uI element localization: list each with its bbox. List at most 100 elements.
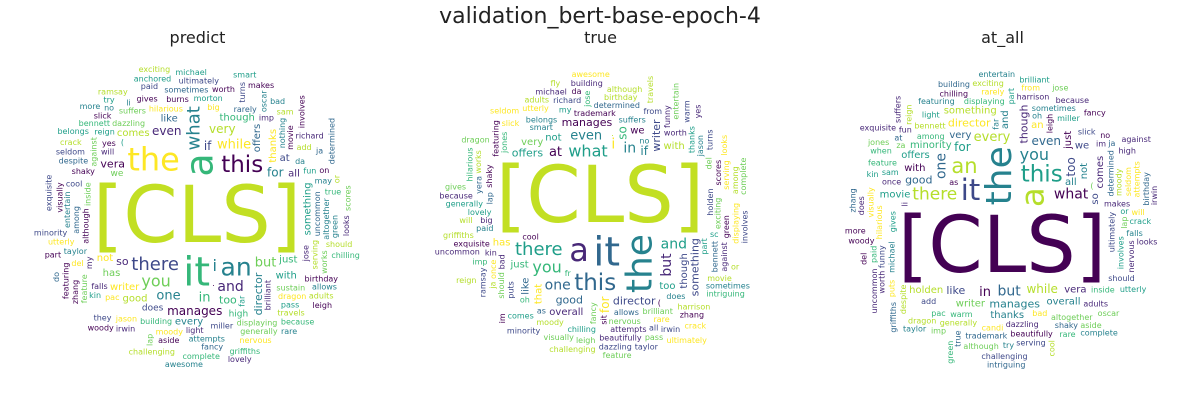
word-predict-106: sam (277, 108, 294, 117)
panel-title-predict: predict (169, 28, 226, 47)
word-true-8: in (623, 141, 636, 157)
word-true-120: seldom (490, 106, 519, 115)
word-predict-72: pac (105, 293, 119, 302)
word-predict-109: travels (277, 308, 304, 317)
word-at-all-118: rare (1059, 330, 1075, 339)
word-predict-110: ultimately (179, 76, 220, 85)
wordcloud-predict: [CLS] it a the an this there what you i and while bu… (25, 46, 370, 386)
word-at-all-92: should (1108, 274, 1135, 283)
word-at-all-34: overall (1047, 296, 1081, 307)
word-true-45: worth (664, 128, 687, 137)
word-true-40: nervous (609, 317, 641, 326)
word-at-all-143: ( (1090, 181, 1093, 190)
word-true-104: dazzling (599, 343, 632, 352)
word-true-60: shaky (485, 164, 494, 187)
word-predict-8: you (141, 272, 170, 291)
word-at-all-91: although (963, 342, 998, 351)
word-at-all-124: looks (1137, 237, 1158, 246)
word-at-all-6: there (912, 185, 957, 205)
panel-title-true: true (584, 28, 617, 47)
word-true-34: like (520, 278, 531, 295)
word-predict-66: burns (166, 95, 189, 104)
word-true-66: cool (522, 233, 538, 242)
word-at-all-18: like (946, 284, 965, 297)
word-predict-131: anchored (134, 74, 171, 83)
word-at-all-67: pac (931, 309, 945, 318)
word-true-134: no (639, 137, 649, 146)
word-true-85: generally (446, 199, 484, 208)
word-at-all-139: taylor (903, 325, 927, 334)
word-true-10: one (545, 277, 571, 293)
word-true-83: jason (696, 135, 705, 157)
word-predict-70: movie (286, 125, 295, 150)
word-predict-56: da (295, 157, 305, 166)
word-at-all-87: fun (899, 126, 912, 135)
word-true-56: kin (485, 248, 497, 257)
word-at-all-27: and (1000, 110, 1011, 129)
word-predict-22: too (219, 293, 237, 306)
word-true-54: lap (486, 192, 495, 204)
word-at-all-105: because (1056, 96, 1090, 105)
word-true-24: just (509, 260, 528, 271)
word-true-71: scores (714, 160, 723, 186)
word-at-all-24: not (1079, 163, 1090, 179)
word-predict-21: so (116, 255, 129, 268)
word-true-93: featuring (492, 120, 501, 157)
word-at-all-29: just (1063, 131, 1074, 150)
word-predict-81: pass (281, 300, 299, 309)
word-predict-124: griffiths (229, 347, 260, 356)
word-at-all-10: one (934, 153, 950, 179)
word-true-75: yera (475, 176, 484, 194)
word-predict-111: they (94, 314, 112, 323)
word-true-38: allows (614, 308, 639, 317)
word-at-all-49: candi (982, 324, 1004, 333)
wordcloud-true: [CLS] it the a this there what you in and one but i a… (428, 46, 773, 386)
word-predict-69: fun (303, 166, 316, 175)
word-true-116: hilarious (465, 147, 474, 181)
word-at-all-96: exciting (972, 79, 1004, 88)
word-predict-129: featuring (62, 263, 71, 300)
word-predict-41: we (111, 169, 124, 179)
word-at-all-138: suffers (894, 96, 903, 123)
word-predict-47: big (207, 103, 219, 112)
word-at-all-93: chilling (940, 89, 969, 98)
word-true-1: it (593, 230, 620, 276)
word-at-all-66: trademark (965, 332, 1007, 341)
word-predict-99: richard (296, 132, 324, 141)
word-predict-36: though (219, 112, 254, 123)
word-predict-133: michael (175, 68, 207, 77)
word-true-5: there (515, 239, 563, 260)
word-predict-90: del (71, 259, 83, 268)
word-predict-108: turns (238, 82, 247, 103)
word-predict-139: chilling (331, 251, 360, 260)
word-true-0: [CLS] (496, 151, 704, 241)
word-at-all-69: harrison (1017, 93, 1050, 102)
word-true-39: fancy (589, 302, 598, 324)
word-true-20: writer (650, 119, 663, 152)
word-at-all-70: involves (1116, 236, 1125, 269)
word-at-all-117: kin (867, 170, 879, 179)
word-at-all-84: shaky (1055, 321, 1078, 330)
word-true-80: richard (553, 96, 581, 105)
word-at-all-110: true (954, 330, 963, 346)
word-at-all-51: add (921, 297, 936, 306)
word-at-all-112: does (857, 196, 866, 215)
word-true-123: looks (720, 135, 729, 156)
word-at-all-144: or (1120, 207, 1129, 216)
word-at-all-130: del (859, 253, 868, 265)
word-true-102: building (571, 79, 603, 88)
word-predict-93: green (331, 215, 340, 238)
word-true-129: will (459, 216, 472, 225)
word-true-138: fly (551, 79, 561, 88)
word-at-all-22: writer (956, 299, 986, 310)
word-at-all-38: vera (1064, 285, 1086, 296)
word-true-111: michael (535, 87, 567, 96)
word-true-32: overall (549, 307, 583, 318)
word-predict-156: . (212, 279, 215, 288)
word-at-all-74: inside (1091, 285, 1115, 294)
word-predict-84: entertain (63, 191, 72, 228)
word-predict-32: good (123, 293, 148, 304)
word-at-all-133: utterly (1120, 285, 1147, 294)
word-true-4: this (574, 270, 616, 296)
word-at-all-60: beautifully (1010, 329, 1053, 338)
